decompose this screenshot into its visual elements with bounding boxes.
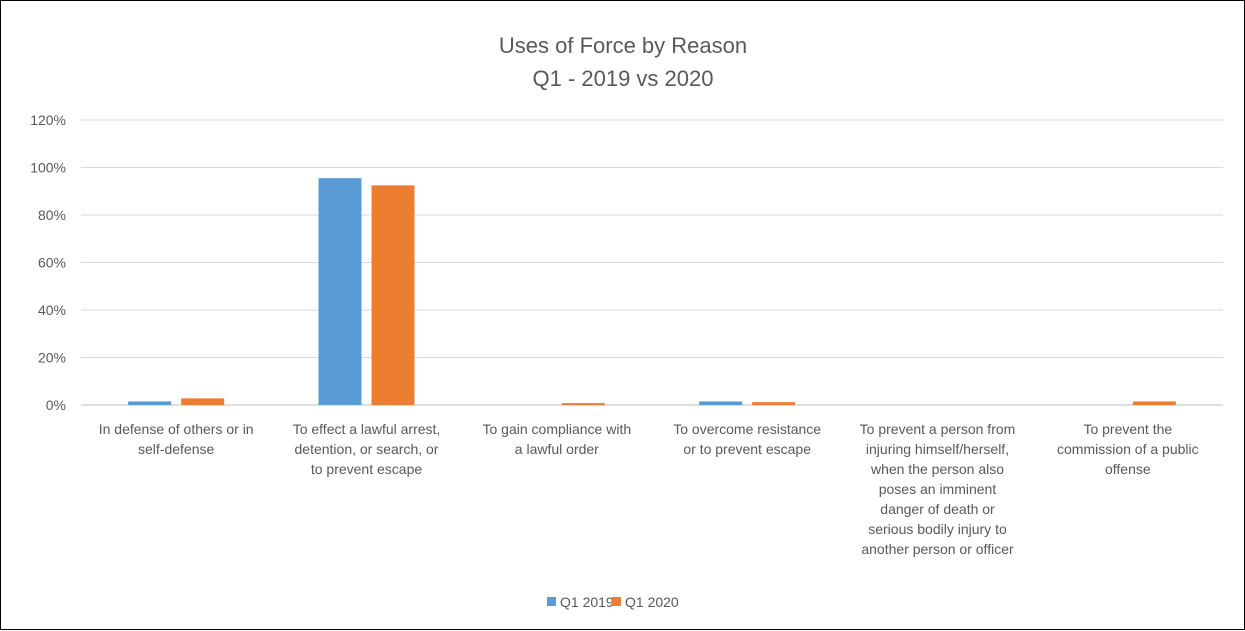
category-label: In defense of others or in self-defense (99, 421, 254, 457)
chart-title: Uses of Force by Reason (499, 33, 747, 58)
legend-swatch (612, 597, 621, 606)
legend-swatch (547, 597, 556, 606)
bar-q1-2020 (1132, 401, 1176, 405)
bar-q1-2020 (752, 402, 796, 405)
category-label: To prevent a person from injuring himself… (860, 421, 1016, 557)
category-label: To effect a lawful arrest, detention, or … (293, 421, 441, 477)
category-label: To gain compliance with a lawful order (483, 421, 632, 457)
y-tick-label: 40% (38, 302, 66, 318)
y-tick-label: 80% (38, 207, 66, 223)
category-label: To overcome resistance or to prevent esca… (673, 421, 821, 457)
y-tick-label: 120% (30, 112, 66, 128)
legend-label: Q1 2019 (560, 594, 614, 610)
legend-label: Q1 2020 (625, 594, 679, 610)
bar-q1-2020 (371, 185, 415, 405)
chart-subtitle: Q1 - 2019 vs 2020 (532, 66, 713, 91)
y-tick-label: 100% (30, 160, 66, 176)
bar-q1-2019 (318, 178, 362, 405)
bar-q1-2019 (699, 401, 743, 405)
category-label: To prevent the commission of a public offe… (1057, 421, 1199, 477)
bar-q1-2020 (561, 403, 605, 405)
y-tick-label: 20% (38, 350, 66, 366)
bar-q1-2020 (181, 398, 225, 405)
y-tick-label: 60% (38, 255, 66, 271)
bar-q1-2019 (128, 401, 172, 405)
y-tick-label: 0% (46, 397, 66, 413)
